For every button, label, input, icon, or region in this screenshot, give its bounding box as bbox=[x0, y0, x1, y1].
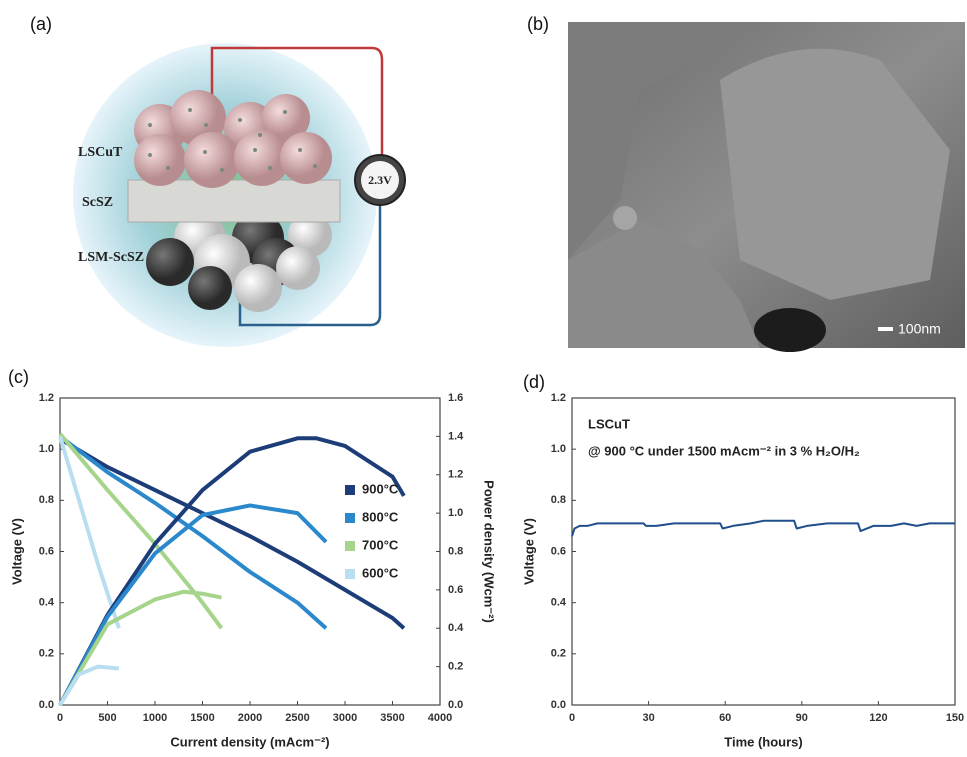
y-tick-label: 0.6 bbox=[551, 545, 566, 557]
panel-label: (d) bbox=[523, 372, 545, 392]
sem-image: 100nm bbox=[568, 22, 965, 352]
y-tick-label: 1.0 bbox=[551, 443, 566, 455]
y2-axis-title: Power density (Wcm⁻²) bbox=[482, 480, 497, 623]
panel-label: (c) bbox=[8, 367, 29, 387]
y-tick-label: 0.2 bbox=[551, 648, 566, 660]
legend-label: 700°C bbox=[362, 537, 399, 552]
y-tick-label: 0.6 bbox=[39, 545, 54, 557]
y-tick-label: 1.2 bbox=[39, 392, 54, 404]
x-axis-title: Time (hours) bbox=[724, 734, 803, 749]
y-tick-label: 1.2 bbox=[448, 469, 463, 481]
x-tick-label: 4000 bbox=[428, 712, 452, 724]
y-axis-title: Voltage (V) bbox=[521, 518, 536, 585]
x-tick-label: 3000 bbox=[333, 712, 357, 724]
x-tick-label: 30 bbox=[642, 712, 654, 724]
y-tick-label: 0.0 bbox=[39, 699, 54, 711]
x-tick-label: 2000 bbox=[238, 712, 262, 724]
annotation: LSCuT bbox=[588, 416, 630, 431]
figure: 2.3V LSCuT ScSZ LSM-ScSZ 100nm (a) (b) (… bbox=[0, 0, 967, 752]
legend-swatch bbox=[345, 513, 355, 523]
legend-label: 600°C bbox=[362, 565, 399, 580]
y-tick-label: 1.2 bbox=[551, 392, 566, 404]
x-axis-title: Current density (mAcm⁻²) bbox=[170, 734, 329, 749]
layer-label: LSCuT bbox=[78, 145, 123, 160]
electrolyte bbox=[128, 180, 340, 222]
y-tick-label: 0.8 bbox=[448, 545, 463, 557]
y-tick-label: 1.6 bbox=[448, 392, 463, 404]
annotation: @ 900 °C under 1500 mAcm⁻² in 3 % H₂O/H₂ bbox=[588, 443, 860, 458]
x-tick-label: 120 bbox=[869, 712, 887, 724]
legend-swatch bbox=[345, 569, 355, 579]
y-tick-label: 0.6 bbox=[448, 584, 463, 596]
data-line bbox=[60, 436, 326, 628]
legend-swatch bbox=[345, 541, 355, 551]
y-tick-label: 1.4 bbox=[448, 430, 464, 442]
x-tick-label: 150 bbox=[946, 712, 964, 724]
legend-swatch bbox=[345, 485, 355, 495]
x-tick-label: 1000 bbox=[143, 712, 167, 724]
scale-bar-label: 100nm bbox=[898, 321, 941, 337]
data-line bbox=[60, 592, 222, 705]
y-tick-label: 0.0 bbox=[551, 699, 566, 711]
x-tick-label: 2500 bbox=[285, 712, 309, 724]
y-tick-label: 0.4 bbox=[551, 597, 567, 609]
data-line bbox=[60, 436, 119, 628]
x-tick-label: 500 bbox=[98, 712, 116, 724]
layer-label: ScSZ bbox=[82, 195, 113, 210]
schematic: 2.3V LSCuT ScSZ LSM-ScSZ bbox=[73, 43, 405, 347]
legend-label: 800°C bbox=[362, 509, 399, 524]
y-tick-label: 0.2 bbox=[39, 648, 54, 660]
voltage-label: 2.3V bbox=[368, 173, 392, 187]
y-tick-label: 0.2 bbox=[448, 661, 463, 673]
panel-label: (b) bbox=[527, 14, 549, 34]
x-tick-label: 1500 bbox=[190, 712, 214, 724]
panel-label: (a) bbox=[30, 14, 52, 34]
y-tick-label: 0.8 bbox=[551, 494, 566, 506]
x-tick-label: 0 bbox=[569, 712, 575, 724]
y-tick-label: 0.0 bbox=[448, 699, 463, 711]
x-tick-label: 90 bbox=[796, 712, 808, 724]
y-axis-title: Voltage (V) bbox=[9, 518, 24, 585]
x-tick-label: 3500 bbox=[380, 712, 404, 724]
x-tick-label: 0 bbox=[57, 712, 63, 724]
layer-label: LSM-ScSZ bbox=[78, 250, 144, 265]
data-line bbox=[60, 505, 326, 705]
y-tick-label: 1.0 bbox=[39, 443, 54, 455]
y-tick-label: 1.0 bbox=[448, 507, 463, 519]
y-tick-label: 0.4 bbox=[39, 597, 55, 609]
y-tick-label: 0.4 bbox=[448, 622, 464, 634]
x-tick-label: 60 bbox=[719, 712, 731, 724]
y-tick-label: 0.8 bbox=[39, 494, 54, 506]
data-line bbox=[572, 521, 955, 536]
legend-label: 900°C bbox=[362, 481, 399, 496]
